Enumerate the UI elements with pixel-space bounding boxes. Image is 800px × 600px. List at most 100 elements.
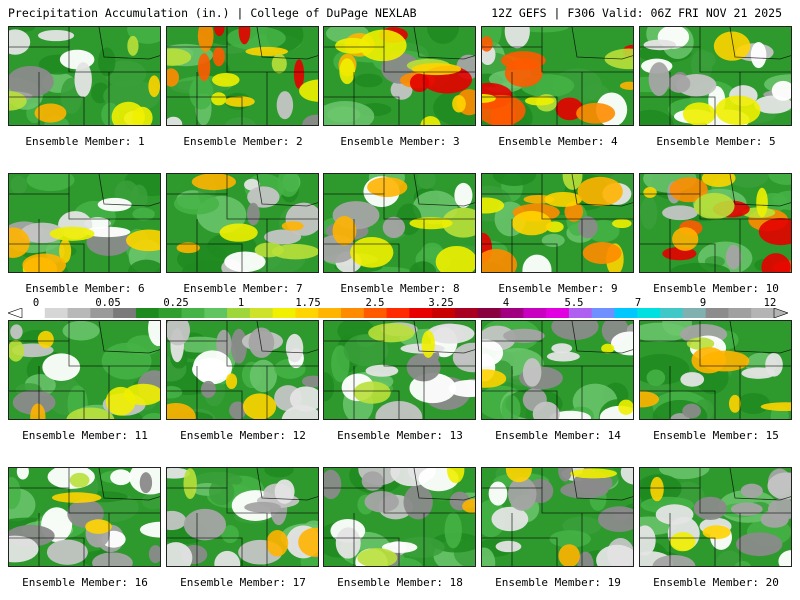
scale-tick-label: 3.25 — [428, 297, 454, 309]
color-bin — [22, 308, 46, 318]
ensemble-member-label: Ensemble Member: 19 — [495, 576, 621, 589]
scale-tick-label: 7 — [634, 297, 642, 309]
ensemble-member-map — [481, 173, 634, 273]
ensemble-member-label: Ensemble Member: 11 — [22, 429, 148, 442]
ensemble-member-map — [323, 26, 476, 126]
precip-map-svg — [482, 468, 633, 566]
precip-map-svg — [9, 468, 160, 566]
ensemble-member-label: Ensemble Member: 12 — [180, 429, 306, 442]
ensemble-member-map — [166, 26, 319, 126]
ensemble-member-label: Ensemble Member: 8 — [340, 282, 460, 295]
color-bin — [249, 308, 274, 318]
color-bin — [295, 308, 319, 318]
color-bin — [637, 308, 661, 318]
left-arrow — [8, 308, 23, 318]
color-bin — [67, 308, 91, 318]
color-bin — [158, 308, 183, 318]
scale-tick-label: 1 — [237, 297, 245, 309]
ensemble-member-label: Ensemble Member: 4 — [498, 135, 618, 148]
scale-tick-label: 9 — [699, 297, 707, 309]
scale-tick-label: 5.5 — [564, 297, 584, 309]
color-bin — [363, 308, 388, 318]
ensemble-member-label: Ensemble Member: 9 — [498, 282, 618, 295]
ensemble-member-label: Ensemble Member: 17 — [180, 576, 306, 589]
ensemble-member-label: Ensemble Member: 18 — [337, 576, 463, 589]
color-bin — [113, 308, 137, 318]
ensemble-member-map — [323, 467, 476, 567]
precip-map-svg — [482, 321, 633, 419]
color-bin — [500, 308, 524, 318]
precip-map-svg — [640, 27, 791, 125]
scale-tick-label: 4 — [502, 297, 510, 309]
precip-map-svg — [640, 321, 791, 419]
ensemble-member-label: Ensemble Member: 3 — [340, 135, 460, 148]
right-arrow — [773, 308, 788, 318]
ensemble-member-label: Ensemble Member: 1 — [25, 135, 145, 148]
run-info: 12Z GEFS | F306 Valid: 06Z FRI NOV 21 20… — [491, 6, 782, 20]
precip-map-svg — [640, 468, 791, 566]
chart-title: Precipitation Accumulation (in.) | Colle… — [8, 6, 417, 20]
precip-map-svg — [167, 174, 318, 272]
precip-map-svg — [9, 27, 160, 125]
ensemble-member-map — [8, 320, 161, 420]
ensemble-member-map — [639, 320, 792, 420]
color-bar — [8, 308, 788, 318]
color-bin — [409, 308, 433, 318]
color-bin — [705, 308, 729, 318]
color-bin — [432, 308, 456, 318]
ensemble-member-map — [166, 320, 319, 420]
ensemble-member-label: Ensemble Member: 15 — [653, 429, 779, 442]
precip-map-svg — [167, 321, 318, 419]
color-bin — [751, 308, 775, 318]
precip-map-svg — [482, 174, 633, 272]
precip-map-svg — [324, 321, 475, 419]
ensemble-member-map — [166, 467, 319, 567]
precip-map-svg — [324, 174, 475, 272]
color-bin — [728, 308, 752, 318]
ensemble-member-map — [8, 173, 161, 273]
color-bin — [204, 308, 228, 318]
color-bin — [90, 308, 114, 318]
color-bin — [477, 308, 502, 318]
ensemble-member-map — [166, 173, 319, 273]
ensemble-member-label: Ensemble Member: 16 — [22, 576, 148, 589]
color-bin — [272, 308, 296, 318]
precip-map-svg — [640, 174, 791, 272]
scale-tick-label: 2.5 — [365, 297, 385, 309]
scale-tick-label: 0.25 — [163, 297, 189, 309]
scale-tick-label: 0.05 — [95, 297, 121, 309]
color-bin — [568, 308, 593, 318]
scale-tick-label: 1.75 — [295, 297, 321, 309]
color-bin — [227, 308, 251, 318]
color-bin — [523, 308, 547, 318]
ensemble-member-label: Ensemble Member: 6 — [25, 282, 145, 295]
ensemble-member-map — [8, 26, 161, 126]
color-bin — [660, 308, 684, 318]
ensemble-member-map — [481, 467, 634, 567]
ensemble-member-map — [481, 320, 634, 420]
ensemble-member-map — [323, 173, 476, 273]
ensemble-member-label: Ensemble Member: 14 — [495, 429, 621, 442]
ensemble-member-map — [639, 467, 792, 567]
precip-map-svg — [167, 27, 318, 125]
color-bin — [44, 308, 69, 318]
precip-map-svg — [9, 174, 160, 272]
ensemble-member-map — [639, 173, 792, 273]
color-bin — [454, 308, 479, 318]
precip-map-svg — [324, 468, 475, 566]
ensemble-member-label: Ensemble Member: 5 — [656, 135, 776, 148]
color-bin — [318, 308, 342, 318]
ensemble-member-label: Ensemble Member: 20 — [653, 576, 779, 589]
color-scale: 0 0.05 0.25 1 1.75 2.5 3.25 4 5.5 7 9 12 — [8, 297, 788, 320]
color-bin — [135, 308, 160, 318]
ensemble-member-label: Ensemble Member: 2 — [183, 135, 303, 148]
ensemble-member-map — [639, 26, 792, 126]
color-bin — [614, 308, 638, 318]
ensemble-member-map — [8, 467, 161, 567]
precip-map-svg — [324, 27, 475, 125]
ensemble-member-map — [481, 26, 634, 126]
ensemble-member-map — [323, 320, 476, 420]
scale-tick-label: 12 — [763, 297, 777, 309]
color-bin — [682, 308, 707, 318]
color-bin — [546, 308, 570, 318]
